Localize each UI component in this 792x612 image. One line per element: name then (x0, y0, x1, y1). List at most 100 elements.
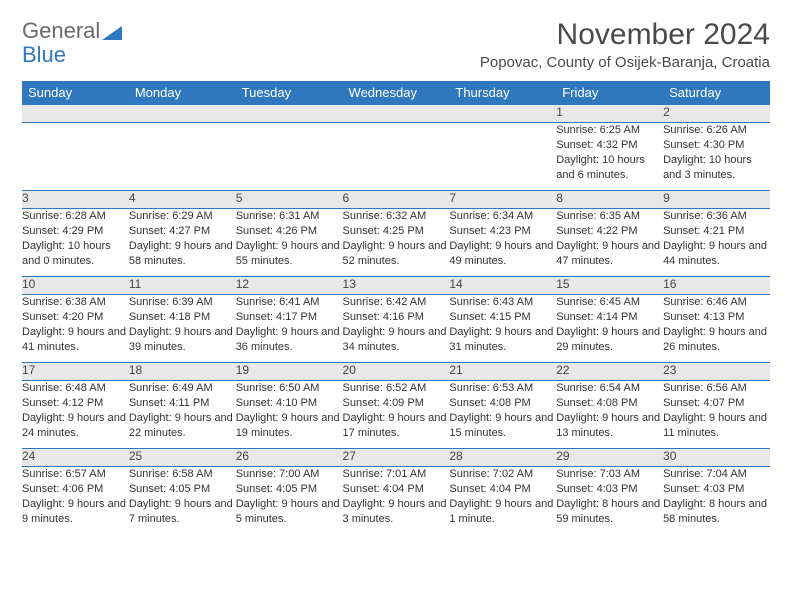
day-content-cell (449, 123, 556, 191)
daylight-text: Daylight: 9 hours and 15 minutes. (449, 411, 556, 441)
sunrise-text: Sunrise: 6:28 AM (22, 209, 129, 224)
day-content-cell: Sunrise: 6:25 AMSunset: 4:32 PMDaylight:… (556, 123, 663, 191)
daylight-text: Daylight: 8 hours and 58 minutes. (663, 497, 770, 527)
day-header: Tuesday (236, 81, 343, 105)
sunrise-text: Sunrise: 7:04 AM (663, 467, 770, 482)
day-content-cell: Sunrise: 6:43 AMSunset: 4:15 PMDaylight:… (449, 295, 556, 363)
sunset-text: Sunset: 4:07 PM (663, 396, 770, 411)
day-number-cell: 9 (663, 191, 770, 209)
calendar-table: Sunday Monday Tuesday Wednesday Thursday… (22, 81, 770, 535)
sunset-text: Sunset: 4:13 PM (663, 310, 770, 325)
day-content-cell (236, 123, 343, 191)
day-content-cell: Sunrise: 6:35 AMSunset: 4:22 PMDaylight:… (556, 209, 663, 277)
day-number-cell: 30 (663, 449, 770, 467)
daylight-text: Daylight: 9 hours and 55 minutes. (236, 239, 343, 269)
day-content-row: Sunrise: 6:48 AMSunset: 4:12 PMDaylight:… (22, 381, 770, 449)
sunset-text: Sunset: 4:14 PM (556, 310, 663, 325)
sunset-text: Sunset: 4:05 PM (236, 482, 343, 497)
sunset-text: Sunset: 4:22 PM (556, 224, 663, 239)
sunset-text: Sunset: 4:32 PM (556, 138, 663, 153)
daylight-text: Daylight: 9 hours and 3 minutes. (343, 497, 450, 527)
logo-triangle-icon (102, 22, 122, 40)
day-content-cell: Sunrise: 6:34 AMSunset: 4:23 PMDaylight:… (449, 209, 556, 277)
sunset-text: Sunset: 4:29 PM (22, 224, 129, 239)
daylight-text: Daylight: 9 hours and 5 minutes. (236, 497, 343, 527)
sunset-text: Sunset: 4:04 PM (343, 482, 450, 497)
day-number-row: 17181920212223 (22, 363, 770, 381)
day-content-cell: Sunrise: 6:52 AMSunset: 4:09 PMDaylight:… (343, 381, 450, 449)
sunset-text: Sunset: 4:21 PM (663, 224, 770, 239)
day-number-cell: 5 (236, 191, 343, 209)
daylight-text: Daylight: 9 hours and 7 minutes. (129, 497, 236, 527)
header: General November 2024 Popovac, County of… (22, 18, 770, 71)
daylight-text: Daylight: 9 hours and 34 minutes. (343, 325, 450, 355)
daylight-text: Daylight: 9 hours and 13 minutes. (556, 411, 663, 441)
daylight-text: Daylight: 9 hours and 52 minutes. (343, 239, 450, 269)
day-number-cell: 6 (343, 191, 450, 209)
day-content-cell: Sunrise: 6:36 AMSunset: 4:21 PMDaylight:… (663, 209, 770, 277)
day-content-cell: Sunrise: 6:58 AMSunset: 4:05 PMDaylight:… (129, 467, 236, 535)
day-number-cell: 13 (343, 277, 450, 295)
day-number-cell (22, 105, 129, 123)
day-header: Friday (556, 81, 663, 105)
day-header-row: Sunday Monday Tuesday Wednesday Thursday… (22, 81, 770, 105)
sunrise-text: Sunrise: 6:39 AM (129, 295, 236, 310)
day-header: Wednesday (343, 81, 450, 105)
day-content-cell: Sunrise: 6:48 AMSunset: 4:12 PMDaylight:… (22, 381, 129, 449)
sunrise-text: Sunrise: 6:52 AM (343, 381, 450, 396)
daylight-text: Daylight: 9 hours and 22 minutes. (129, 411, 236, 441)
daylight-text: Daylight: 9 hours and 26 minutes. (663, 325, 770, 355)
day-content-row: Sunrise: 6:57 AMSunset: 4:06 PMDaylight:… (22, 467, 770, 535)
day-content-cell: Sunrise: 7:01 AMSunset: 4:04 PMDaylight:… (343, 467, 450, 535)
day-header: Sunday (22, 81, 129, 105)
sunset-text: Sunset: 4:03 PM (556, 482, 663, 497)
day-content-cell: Sunrise: 6:26 AMSunset: 4:30 PMDaylight:… (663, 123, 770, 191)
day-number-cell: 23 (663, 363, 770, 381)
sunrise-text: Sunrise: 6:57 AM (22, 467, 129, 482)
day-content-cell: Sunrise: 6:45 AMSunset: 4:14 PMDaylight:… (556, 295, 663, 363)
day-content-cell: Sunrise: 6:41 AMSunset: 4:17 PMDaylight:… (236, 295, 343, 363)
day-number-cell: 20 (343, 363, 450, 381)
sunset-text: Sunset: 4:27 PM (129, 224, 236, 239)
day-number-cell: 18 (129, 363, 236, 381)
day-content-cell (343, 123, 450, 191)
sunrise-text: Sunrise: 6:31 AM (236, 209, 343, 224)
day-number-cell (343, 105, 450, 123)
sunset-text: Sunset: 4:09 PM (343, 396, 450, 411)
daylight-text: Daylight: 9 hours and 44 minutes. (663, 239, 770, 269)
day-number-row: 12 (22, 105, 770, 123)
sunrise-text: Sunrise: 6:49 AM (129, 381, 236, 396)
day-number-cell: 28 (449, 449, 556, 467)
day-content-cell: Sunrise: 6:39 AMSunset: 4:18 PMDaylight:… (129, 295, 236, 363)
daylight-text: Daylight: 9 hours and 36 minutes. (236, 325, 343, 355)
sunset-text: Sunset: 4:26 PM (236, 224, 343, 239)
sunrise-text: Sunrise: 6:25 AM (556, 123, 663, 138)
daylight-text: Daylight: 9 hours and 29 minutes. (556, 325, 663, 355)
sunrise-text: Sunrise: 6:50 AM (236, 381, 343, 396)
day-number-row: 10111213141516 (22, 277, 770, 295)
sunset-text: Sunset: 4:25 PM (343, 224, 450, 239)
sunrise-text: Sunrise: 6:43 AM (449, 295, 556, 310)
daylight-text: Daylight: 9 hours and 19 minutes. (236, 411, 343, 441)
day-content-row: Sunrise: 6:38 AMSunset: 4:20 PMDaylight:… (22, 295, 770, 363)
day-number-cell: 15 (556, 277, 663, 295)
sunset-text: Sunset: 4:16 PM (343, 310, 450, 325)
daylight-text: Daylight: 9 hours and 41 minutes. (22, 325, 129, 355)
sunrise-text: Sunrise: 6:32 AM (343, 209, 450, 224)
day-content-row: Sunrise: 6:25 AMSunset: 4:32 PMDaylight:… (22, 123, 770, 191)
sunset-text: Sunset: 4:03 PM (663, 482, 770, 497)
day-number-cell: 12 (236, 277, 343, 295)
title-block: November 2024 Popovac, County of Osijek-… (480, 18, 770, 71)
day-number-row: 24252627282930 (22, 449, 770, 467)
day-content-cell: Sunrise: 6:38 AMSunset: 4:20 PMDaylight:… (22, 295, 129, 363)
sunrise-text: Sunrise: 6:58 AM (129, 467, 236, 482)
day-number-cell: 21 (449, 363, 556, 381)
daylight-text: Daylight: 9 hours and 11 minutes. (663, 411, 770, 441)
sunset-text: Sunset: 4:20 PM (22, 310, 129, 325)
daylight-text: Daylight: 9 hours and 49 minutes. (449, 239, 556, 269)
sunrise-text: Sunrise: 6:41 AM (236, 295, 343, 310)
day-number-cell: 19 (236, 363, 343, 381)
daylight-text: Daylight: 9 hours and 24 minutes. (22, 411, 129, 441)
daylight-text: Daylight: 9 hours and 17 minutes. (343, 411, 450, 441)
location-text: Popovac, County of Osijek-Baranja, Croat… (480, 54, 770, 71)
